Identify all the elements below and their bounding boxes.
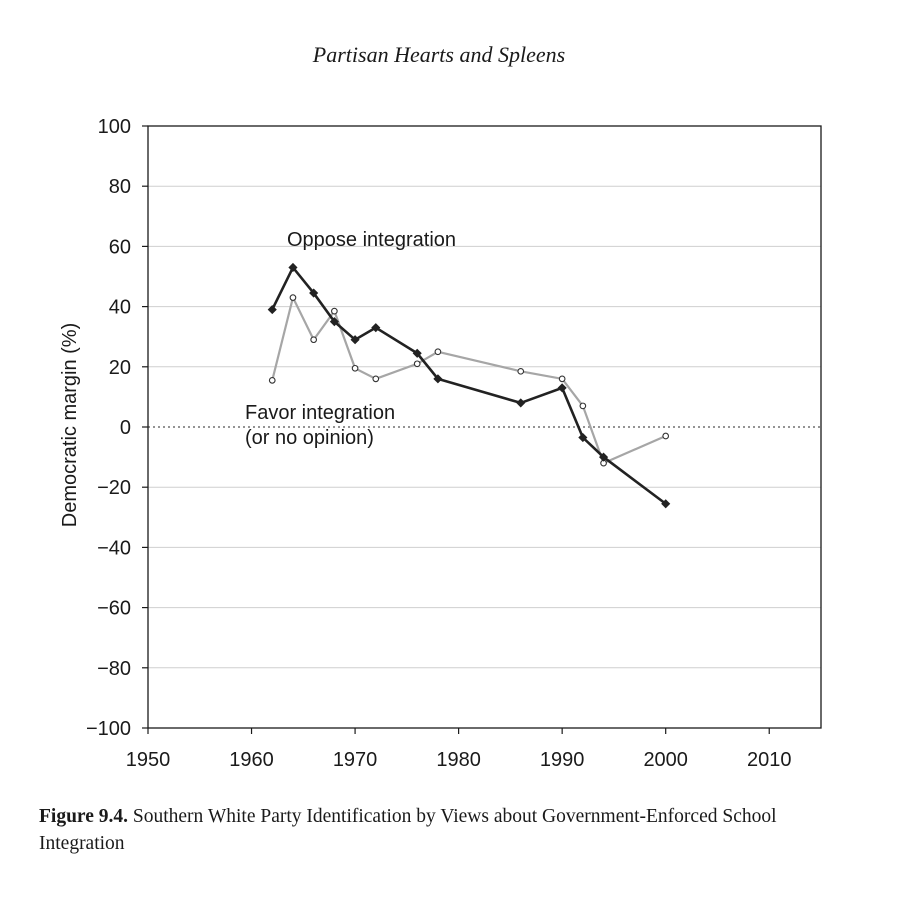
figure-label: Figure 9.4. — [39, 806, 129, 827]
favor-data-point — [517, 367, 525, 375]
y-tick-label: 20 — [109, 357, 131, 379]
y-tick-label: 60 — [109, 236, 131, 258]
favor-data-point — [434, 348, 442, 356]
y-tick-label: 80 — [109, 176, 131, 198]
y-axis-ticks: 100 80 60 40 20 0 −20 −40 −60 −80 −100 — [86, 116, 148, 740]
figure-caption: Figure 9.4. Southern White Party Identif… — [39, 803, 839, 857]
oppose-data-point — [309, 288, 319, 298]
y-axis-title: Democratic margin (%) — [59, 323, 81, 527]
x-tick-label: 1960 — [229, 749, 274, 771]
x-axis-ticks: 1950 1960 1970 1980 1990 2000 2010 — [126, 728, 792, 771]
favor-data-point — [310, 336, 318, 344]
oppose-series-line — [271, 265, 667, 505]
favor-annotation-line1: Favor integration — [245, 402, 395, 424]
oppose-data-point — [433, 374, 443, 384]
favor-data-point — [662, 432, 670, 440]
x-tick-label: 1970 — [333, 749, 378, 771]
y-tick-label: 40 — [109, 297, 131, 319]
favor-data-point — [372, 375, 380, 383]
gridlines — [148, 185, 821, 669]
running-head: Partisan Hearts and Spleens — [312, 42, 566, 67]
oppose-data-point — [578, 432, 588, 443]
oppose-data-point — [288, 262, 298, 273]
favor-data-point — [289, 294, 297, 301]
x-tick-label: 1950 — [126, 749, 171, 771]
x-tick-label: 1990 — [540, 749, 585, 771]
favor-data-point — [413, 360, 421, 368]
favor-data-point — [331, 307, 338, 315]
y-tick-label: 0 — [120, 417, 131, 439]
y-tick-label: −60 — [97, 598, 131, 620]
favor-data-point — [351, 364, 359, 372]
oppose-data-point — [267, 305, 277, 315]
x-tick-label: 2010 — [747, 749, 792, 771]
oppose-annotation: Oppose integration — [287, 229, 456, 251]
oppose-data-point — [412, 348, 422, 358]
series-layer — [267, 262, 671, 509]
oppose-data-point — [599, 452, 609, 462]
oppose-data-point — [516, 398, 526, 408]
oppose-data-point — [329, 317, 339, 327]
y-tick-label: −40 — [97, 537, 131, 559]
x-tick-label: 2000 — [643, 749, 688, 771]
x-tick-label: 1980 — [436, 749, 481, 771]
oppose-data-point — [371, 323, 381, 333]
favor-annotation-line2: (or no opinion) — [245, 427, 374, 449]
favor-data-point — [268, 376, 276, 384]
y-tick-label: −20 — [97, 477, 131, 499]
y-tick-label: −80 — [97, 658, 131, 680]
oppose-data-point — [350, 335, 360, 345]
favor-data-point — [558, 375, 566, 383]
oppose-data-point — [661, 499, 671, 509]
y-tick-label: −100 — [86, 718, 131, 740]
y-tick-label: 100 — [98, 116, 131, 138]
figure-caption-text: Southern White Party Identification by V… — [39, 806, 777, 854]
oppose-data-point — [557, 383, 567, 393]
favor-data-point — [579, 402, 587, 410]
